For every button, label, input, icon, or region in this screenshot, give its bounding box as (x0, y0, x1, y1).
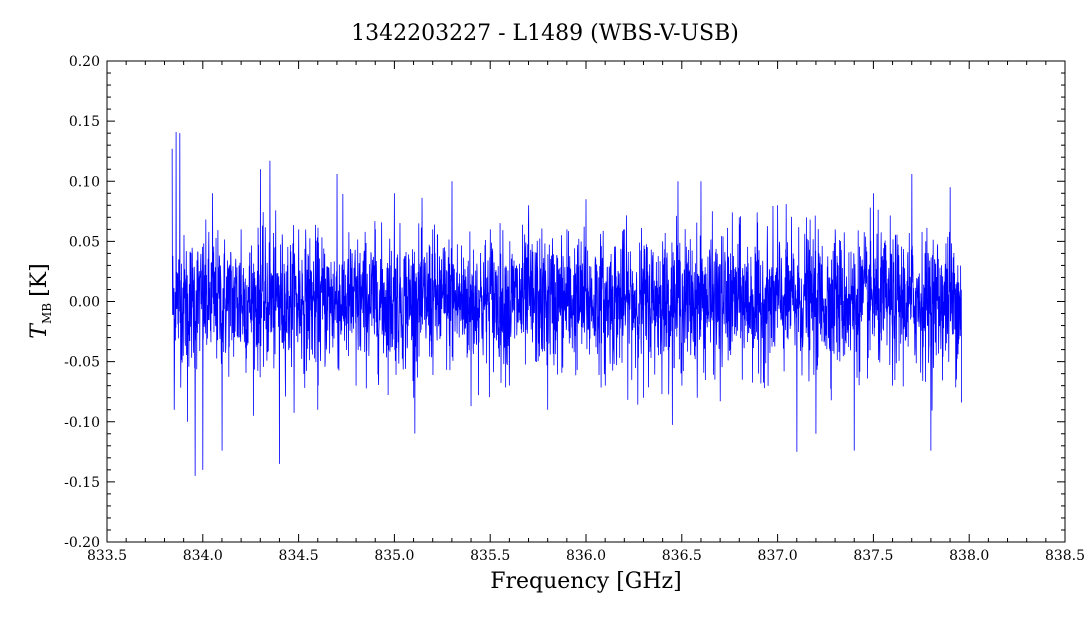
y-tick-label: 0.00 (69, 295, 100, 311)
y-axis-label-unit: [K] (27, 263, 52, 297)
y-axis-label-symbol: T (27, 322, 52, 339)
x-axis-ticks: 833.5 834.0 834.5 835.0 835.5 836.0 836.5 837.0… (87, 61, 1085, 564)
y-axis-label-subscript: MB (40, 303, 54, 324)
y-tick-label: -0.15 (64, 475, 100, 491)
chart-title: 1342203227 - L1489 (WBS-V-USB) (351, 21, 739, 46)
x-tick-label: 838.5 (1045, 548, 1085, 564)
y-axis-label: TMB [K] (27, 263, 54, 338)
y-axis-ticks: -0.20 -0.15 -0.10 -0.05 0.00 0.05 0.10 0.15 0.20 (64, 54, 1065, 551)
x-tick-label: 837.5 (853, 548, 893, 564)
x-tick-label: 834.5 (279, 548, 319, 564)
y-tick-label: 0.10 (69, 174, 100, 190)
y-tick-label: -0.05 (64, 355, 100, 371)
x-tick-label: 836.0 (566, 548, 606, 564)
x-tick-label: 836.5 (662, 548, 702, 564)
x-tick-label: 833.5 (87, 548, 127, 564)
x-tick-label: 838.0 (949, 548, 989, 564)
svg-text:TMB[K]: TMB [K] (27, 263, 54, 338)
x-tick-label: 835.0 (374, 548, 414, 564)
x-tick-label: 834.0 (183, 548, 223, 564)
y-tick-label: 0.05 (69, 234, 100, 250)
y-tick-label: -0.20 (64, 535, 100, 551)
y-tick-label: -0.10 (64, 415, 100, 431)
x-tick-label: 835.5 (470, 548, 510, 564)
spectrum-series-line (171, 131, 962, 476)
x-axis-label: Frequency [GHz] (490, 569, 682, 594)
y-tick-label: 0.15 (69, 114, 100, 130)
plot-area: 833.5 834.0 834.5 835.0 835.5 836.0 836.5 837.0… (64, 54, 1085, 564)
series-layer (171, 131, 962, 476)
y-tick-label: 0.20 (69, 54, 100, 70)
x-tick-label: 837.0 (758, 548, 798, 564)
